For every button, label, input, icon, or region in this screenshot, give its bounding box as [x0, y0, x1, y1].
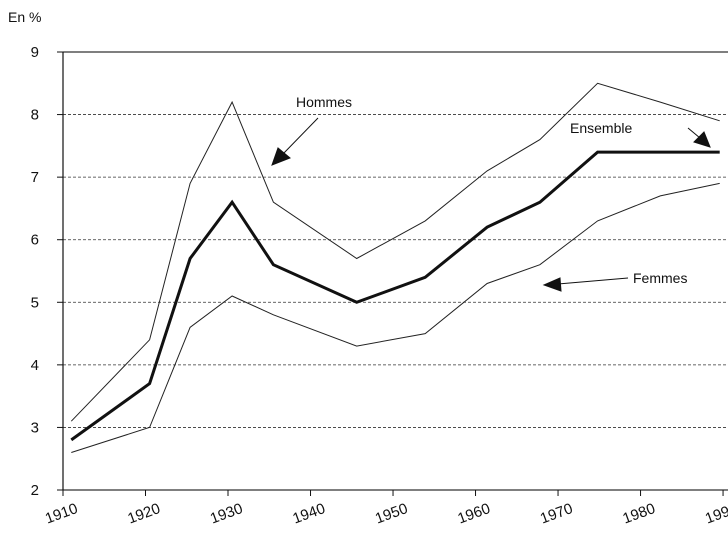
x-tick-label: 1990 [703, 500, 728, 527]
arrow-head [693, 131, 711, 148]
y-tick-label: 7 [31, 169, 39, 186]
line-series [71, 182, 720, 453]
y-tick-label: 8 [31, 107, 39, 124]
arrow [281, 117, 319, 156]
x-tick-label: 1970 [538, 500, 575, 527]
y-tick-label: 9 [31, 44, 39, 61]
arrow-head [542, 277, 562, 292]
arrow-head [271, 147, 291, 166]
x-tick-label: 1940 [290, 500, 327, 527]
line-series [70, 150, 720, 442]
x-tick-label: 1950 [373, 500, 410, 527]
y-tick-label: 2 [31, 482, 39, 499]
series-label: Hommes [296, 94, 352, 110]
line-series [70, 82, 720, 422]
annotation-arrows [271, 117, 711, 292]
x-tick-label: 1910 [43, 500, 80, 527]
arrow [687, 127, 701, 139]
series-label: Ensemble [570, 120, 632, 136]
y-tick-label: 6 [31, 232, 39, 249]
x-tick-label: 1980 [620, 500, 657, 527]
y-tick-label: 5 [31, 294, 39, 311]
x-tick-label: 1930 [208, 500, 245, 527]
y-tick-label: 3 [31, 419, 39, 436]
x-tick-label: 1960 [455, 500, 492, 527]
x-tick-label: 1920 [125, 500, 162, 527]
y-tick-label: 4 [31, 357, 39, 374]
series-label: Femmes [633, 270, 687, 286]
y-axis-label: En % [8, 9, 41, 25]
arrow [557, 277, 629, 285]
